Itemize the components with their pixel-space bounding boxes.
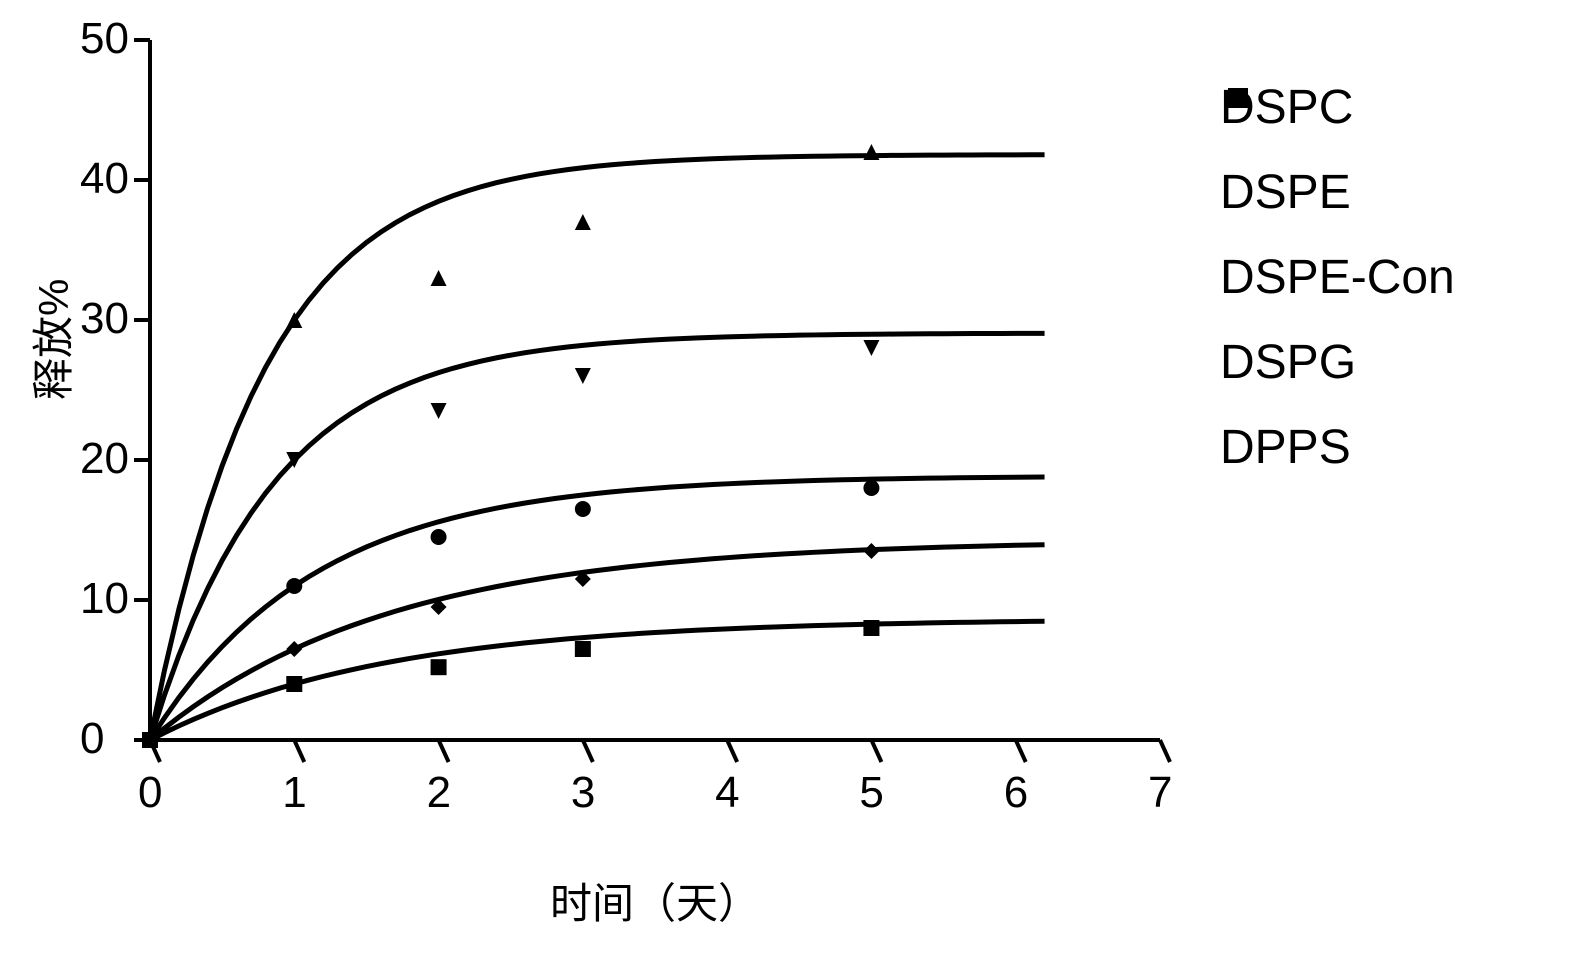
x-tick-label: 7 bbox=[1148, 768, 1172, 818]
x-tick-label: 6 bbox=[1004, 768, 1028, 818]
legend-item: DSPE bbox=[1220, 165, 1455, 220]
y-axis-label: 释放% bbox=[20, 279, 81, 400]
y-tick-label: 30 bbox=[80, 294, 129, 344]
x-tick-label: 1 bbox=[282, 768, 306, 818]
legend-label: DSPE-Con bbox=[1220, 250, 1455, 305]
x-axis-label: 时间（天） bbox=[550, 870, 760, 931]
legend-item: DSPE-Con bbox=[1220, 250, 1455, 305]
legend-item: DPPS bbox=[1220, 420, 1455, 475]
y-tick-label: 50 bbox=[80, 14, 129, 64]
y-tick-label: 10 bbox=[80, 574, 129, 624]
x-tick-label: 0 bbox=[138, 768, 162, 818]
legend-label: DPPS bbox=[1220, 420, 1351, 475]
y-tick-label: 0 bbox=[80, 714, 104, 764]
x-tick-label: 3 bbox=[571, 768, 595, 818]
x-tick-label: 2 bbox=[427, 768, 451, 818]
x-tick-label: 5 bbox=[859, 768, 883, 818]
x-tick-label: 4 bbox=[715, 768, 739, 818]
y-tick-label: 20 bbox=[80, 434, 129, 484]
legend-label: DSPE bbox=[1220, 165, 1351, 220]
legend: DSPCDSPEDSPE-ConDSPGDPPS bbox=[1220, 80, 1455, 505]
legend-marker-icon bbox=[1220, 80, 1260, 116]
legend-label: DSPG bbox=[1220, 335, 1356, 390]
chart-container: 释放% 时间（天） 0123456701020304050 DSPCDSPEDS… bbox=[0, 0, 1590, 955]
legend-item: DSPG bbox=[1220, 335, 1455, 390]
y-tick-label: 40 bbox=[80, 154, 129, 204]
